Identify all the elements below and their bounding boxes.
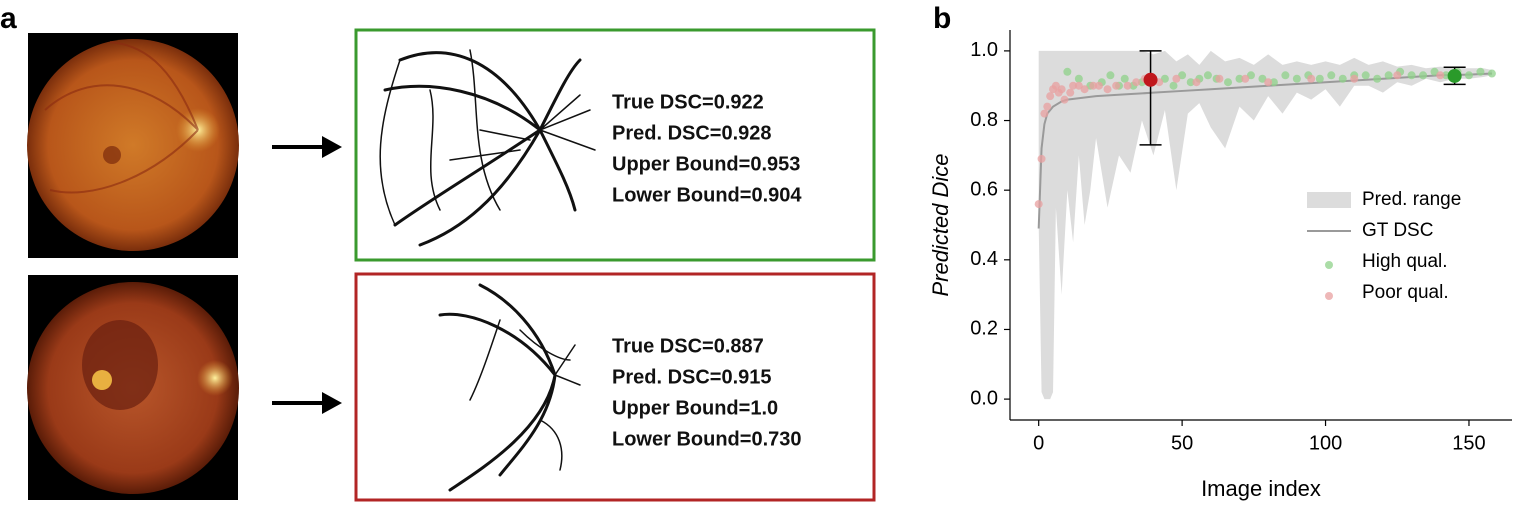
data-point (1172, 74, 1181, 83)
data-point (1281, 71, 1290, 80)
result-box (354, 28, 876, 262)
data-point (1246, 71, 1255, 80)
data-point (1186, 78, 1195, 87)
y-tick-label: 0.2 (970, 318, 998, 340)
data-point (1178, 71, 1187, 80)
data-point (1132, 78, 1141, 87)
panel-label: b (933, 2, 951, 35)
data-point (1057, 85, 1066, 94)
data-point (1089, 81, 1098, 90)
data-point (1046, 92, 1055, 101)
result-text: Pred. DSC=0.915 (612, 366, 772, 388)
error-point (1447, 68, 1462, 83)
legend-swatch (1325, 292, 1333, 300)
data-point (1040, 109, 1049, 118)
legend-label: Poor qual. (1362, 282, 1449, 303)
data-point (1269, 78, 1278, 87)
data-point (1106, 71, 1115, 80)
data-point (1037, 154, 1046, 163)
legend-label: High qual. (1362, 251, 1448, 272)
data-point (1419, 71, 1428, 80)
result-text: True DSC=0.887 (612, 335, 764, 357)
x-tick-label: 50 (1171, 432, 1193, 454)
result-text: Upper Bound=1.0 (612, 397, 778, 419)
result-box (354, 272, 876, 502)
data-point (1063, 67, 1072, 76)
chart: b Predicted Dice Image index 0.0 0.2 0.4 0.6 0.… (928, 2, 1512, 501)
legend-swatch (1325, 261, 1333, 269)
data-point (1160, 74, 1169, 83)
arrow (272, 136, 342, 414)
data-point (1060, 95, 1069, 104)
result-text: Upper Bound=0.953 (612, 153, 800, 175)
result-text: Pred. DSC=0.928 (612, 122, 772, 144)
data-point (1235, 74, 1244, 83)
data-point (1043, 102, 1052, 111)
vessel-map (379, 49, 596, 247)
result-text: True DSC=0.922 (612, 91, 764, 113)
data-point (1123, 81, 1132, 90)
data-point (1350, 74, 1359, 83)
data-point (1373, 74, 1382, 83)
result-text: Lower Bound=0.730 (612, 428, 802, 450)
data-point (1051, 81, 1060, 90)
data-point (1112, 81, 1121, 90)
data-point (1393, 71, 1402, 80)
data-point (1338, 74, 1347, 83)
data-point (1120, 74, 1129, 83)
data-point (1476, 67, 1485, 76)
data-point (1361, 71, 1370, 80)
result-boxes: True DSC=0.922 Pred. DSC=0.928 Upper Bound… (354, 28, 876, 502)
data-point (1436, 71, 1445, 80)
data-point (1094, 81, 1103, 90)
legend-swatch (1307, 192, 1351, 208)
y-axis-label: Predicted Dice (928, 153, 953, 296)
data-point (1074, 81, 1083, 90)
y-tick-label: 0.8 (970, 109, 998, 131)
data-point (1292, 74, 1301, 83)
data-point (1169, 81, 1178, 90)
legend-label: GT DSC (1362, 220, 1433, 241)
fundus-image (27, 33, 239, 258)
data-point (1192, 78, 1201, 87)
y-tick-label: 1.0 (970, 39, 998, 61)
fundus-image (27, 275, 239, 500)
gt-line (1037, 72, 1492, 229)
x-tick-label: 0 (1033, 432, 1044, 454)
data-point (1241, 74, 1250, 83)
vessel-map (438, 283, 581, 492)
y-tick-label: 0.4 (970, 248, 998, 270)
data-point (1307, 74, 1316, 83)
data-point (1464, 71, 1473, 80)
data-point (1327, 71, 1336, 80)
result-text: Lower Bound=0.904 (612, 184, 802, 206)
data-point (1103, 85, 1112, 94)
y-tick-label: 0.0 (970, 387, 998, 409)
panel-label: a (0, 2, 17, 35)
data-point (1080, 85, 1089, 94)
data-point (1074, 74, 1083, 83)
range-area (1038, 50, 1492, 400)
data-point (1066, 88, 1075, 97)
data-point (1264, 78, 1273, 87)
error-point (1143, 72, 1158, 87)
x-axis-label: Image index (1201, 476, 1321, 501)
data-point (1203, 71, 1212, 80)
data-point (1069, 81, 1078, 90)
data-point (1487, 69, 1496, 78)
legend-label: Pred. range (1362, 189, 1461, 210)
data-point (1430, 67, 1439, 76)
data-point (1315, 74, 1324, 83)
x-tick-label: 100 (1309, 432, 1342, 454)
y-tick-label: 0.6 (970, 178, 998, 200)
data-point (1034, 200, 1043, 209)
data-point (1224, 78, 1233, 87)
data-point (1215, 74, 1224, 83)
data-point (1407, 71, 1416, 80)
data-point (1258, 74, 1267, 83)
x-tick-label: 150 (1452, 432, 1485, 454)
data-point (1384, 71, 1393, 80)
